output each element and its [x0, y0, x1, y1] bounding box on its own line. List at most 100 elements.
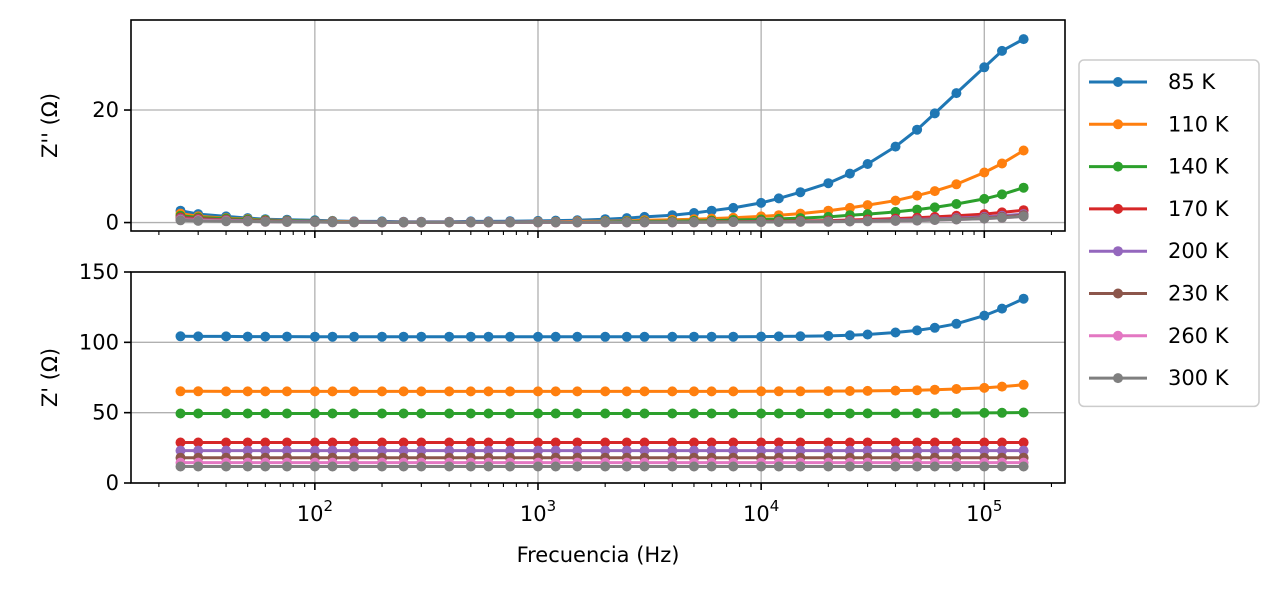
- data-point: [844, 216, 855, 227]
- data-point: [795, 331, 806, 342]
- data-point: [951, 408, 962, 419]
- data-point: [621, 461, 632, 472]
- x-tick-label: 102: [297, 497, 333, 526]
- data-point: [416, 445, 427, 456]
- data-point: [465, 331, 476, 342]
- data-point: [689, 217, 699, 228]
- data-point: [773, 217, 784, 227]
- data-point: [193, 215, 204, 226]
- data-point: [242, 461, 253, 472]
- data-point: [689, 386, 699, 397]
- data-point: [890, 141, 901, 152]
- data-point: [309, 386, 320, 397]
- data-point: [175, 386, 186, 397]
- data-point: [309, 331, 320, 342]
- data-point: [349, 461, 360, 472]
- data-point: [444, 461, 455, 472]
- data-point: [929, 215, 940, 225]
- data-point: [979, 382, 990, 393]
- data-point: [773, 193, 784, 204]
- x-axis-label: Frecuencia (Hz): [517, 543, 680, 567]
- data-point: [929, 445, 940, 456]
- data-point: [706, 331, 717, 342]
- data-point: [979, 213, 990, 224]
- data-point: [823, 445, 834, 456]
- data-point: [795, 437, 806, 448]
- data-point: [997, 303, 1007, 314]
- data-point: [951, 437, 962, 448]
- data-point: [444, 437, 455, 448]
- data-point: [505, 408, 516, 419]
- data-point: [327, 408, 338, 419]
- data-point: [1018, 211, 1029, 222]
- x-tick-label: 105: [966, 497, 1002, 526]
- data-point: [795, 187, 806, 198]
- data-point: [706, 461, 717, 472]
- data-point: [193, 331, 204, 342]
- panel-imaginary-impedance: 0 20 Z'' (Ω): [38, 19, 1066, 238]
- data-point: [533, 331, 543, 342]
- data-point: [282, 217, 292, 227]
- data-point: [773, 445, 784, 456]
- data-point: [221, 331, 232, 342]
- legend-label: 260 K: [1168, 324, 1230, 348]
- data-point: [929, 461, 940, 472]
- data-point: [465, 217, 476, 228]
- y-tick-label: 50: [92, 401, 119, 425]
- legend-item: 200 K: [1089, 239, 1230, 263]
- data-point: [550, 331, 561, 342]
- data-point: [327, 461, 338, 472]
- data-point: [621, 331, 632, 342]
- data-point: [621, 445, 632, 456]
- legend-box: [1078, 59, 1260, 408]
- data-point: [550, 445, 561, 456]
- data-point: [550, 217, 561, 228]
- series-110k: [175, 379, 1029, 397]
- data-point: [444, 445, 455, 456]
- data-point: [416, 408, 427, 419]
- data-point: [1018, 145, 1029, 156]
- data-point: [639, 217, 650, 228]
- data-point: [483, 217, 494, 228]
- legend-items: 85 K 110 K 140 K 170 K 200 K 230 K 260 K 300 K: [1089, 70, 1230, 390]
- data-point: [756, 461, 767, 472]
- x-tick-label: 103: [520, 497, 556, 526]
- data-point: [600, 445, 611, 456]
- data-point: [349, 445, 360, 456]
- data-point: [416, 217, 427, 228]
- data-point: [756, 386, 767, 397]
- series-200k: [175, 445, 1029, 456]
- data-point: [483, 386, 494, 397]
- data-point: [890, 445, 901, 456]
- data-point: [951, 199, 962, 209]
- data-point: [327, 437, 338, 448]
- data-point: [242, 445, 253, 456]
- data-point: [465, 461, 476, 472]
- data-point: [890, 195, 901, 206]
- data-point: [929, 384, 940, 395]
- data-point: [997, 212, 1007, 223]
- data-point: [572, 386, 583, 397]
- data-point: [951, 384, 962, 394]
- data-point: [912, 385, 923, 396]
- data-point: [1018, 182, 1029, 193]
- data-point: [756, 445, 767, 456]
- data-point: [862, 200, 873, 211]
- data-point: [979, 407, 990, 418]
- data-point: [890, 461, 901, 472]
- data-point: [242, 437, 253, 448]
- data-point: [572, 445, 583, 456]
- legend-label: 140 K: [1168, 155, 1230, 179]
- data-point: [221, 386, 232, 397]
- legend-swatch-marker: [1113, 161, 1123, 172]
- data-point: [929, 322, 940, 333]
- data-point: [929, 437, 940, 448]
- data-point: [600, 461, 611, 472]
- data-point: [242, 408, 253, 419]
- y-tick-label: 20: [92, 98, 119, 122]
- data-point: [327, 445, 338, 456]
- data-point: [600, 331, 611, 342]
- data-point: [260, 437, 271, 448]
- data-point: [929, 408, 940, 419]
- data-point: [912, 325, 923, 336]
